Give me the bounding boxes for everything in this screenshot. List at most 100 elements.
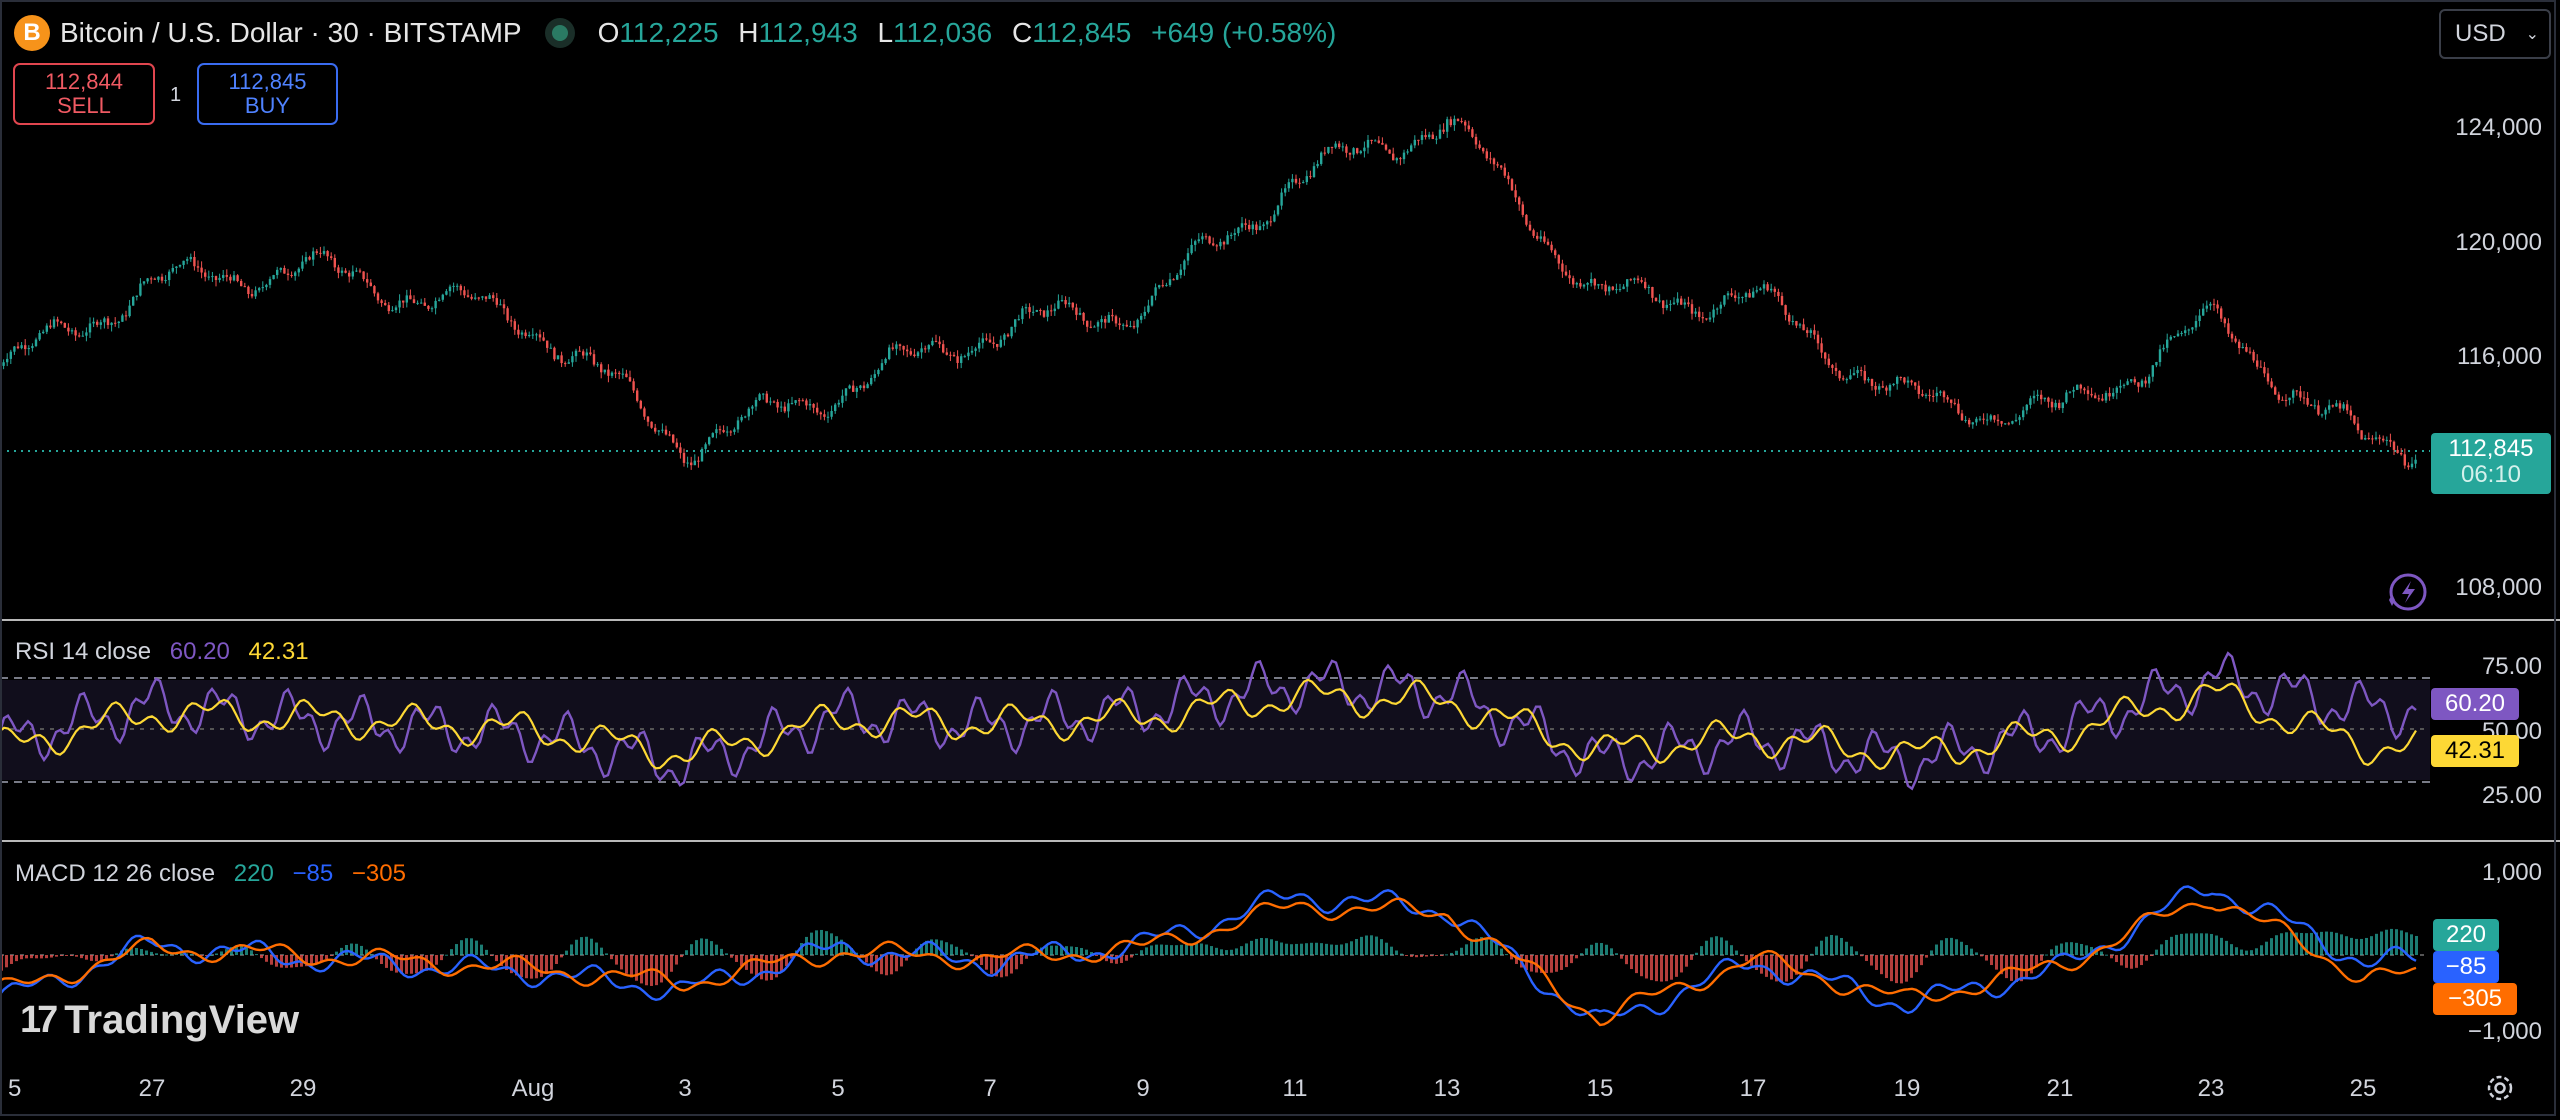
price-tick: 116,000 bbox=[2457, 343, 2542, 370]
buy-button[interactable]: 112,845 BUY bbox=[197, 63, 338, 125]
candle-body bbox=[164, 280, 167, 282]
tradingview-logo[interactable]: 17 TradingView bbox=[20, 998, 299, 1043]
macd-histogram-bar bbox=[2045, 954, 2048, 956]
macd-histogram-bar bbox=[80, 955, 83, 959]
candle-body bbox=[499, 304, 502, 306]
rsi-legend[interactable]: RSI 14 close 60.20 42.31 bbox=[15, 638, 309, 666]
candle-body bbox=[769, 401, 772, 403]
candle-body bbox=[812, 404, 815, 408]
candle-body bbox=[621, 373, 624, 375]
candle-body bbox=[1752, 291, 1755, 298]
candle-body bbox=[1590, 278, 1593, 283]
candle-body bbox=[27, 348, 30, 350]
candle-body bbox=[312, 251, 315, 260]
signal-value: −305 bbox=[351, 860, 406, 887]
candle-body bbox=[700, 448, 704, 462]
macd-histogram-bar bbox=[780, 955, 783, 973]
candle-body bbox=[1604, 284, 1607, 292]
macd-histogram-bar bbox=[880, 955, 883, 975]
candle-body bbox=[805, 400, 808, 406]
candle-body bbox=[1644, 281, 1647, 289]
candle-body bbox=[873, 374, 876, 378]
open-key: O bbox=[597, 17, 620, 48]
macd-legend[interactable]: MACD 12 26 close 220 −85 −305 bbox=[15, 860, 406, 888]
macd-histogram-bar bbox=[245, 947, 248, 955]
order-quantity[interactable]: 1 bbox=[170, 84, 182, 106]
macd-histogram-bar bbox=[1765, 955, 1768, 977]
candle-body bbox=[2166, 339, 2169, 348]
candle-body bbox=[2155, 362, 2158, 366]
currency-select[interactable]: USD ⌄ bbox=[2439, 9, 2551, 59]
pane-separator[interactable] bbox=[0, 619, 2560, 621]
macd-histogram-bar bbox=[1920, 955, 1923, 966]
candle-body bbox=[232, 275, 236, 281]
macd-histogram-bar bbox=[1225, 950, 1228, 955]
sell-button[interactable]: 112,844 SELL bbox=[13, 63, 155, 125]
candle-body bbox=[650, 421, 653, 428]
macd-histogram-bar bbox=[2400, 930, 2403, 955]
candle-body bbox=[751, 406, 754, 409]
candle-body bbox=[1669, 303, 1672, 305]
candle-body bbox=[2374, 437, 2378, 440]
macd-histogram-bar bbox=[1095, 955, 1098, 956]
candle-body bbox=[1698, 311, 1701, 318]
candle-body bbox=[1708, 317, 1712, 320]
candle-body bbox=[2036, 394, 2039, 396]
macd-histogram-bar bbox=[545, 955, 548, 975]
macd-histogram-bar bbox=[2405, 932, 2408, 955]
candle-body bbox=[301, 261, 304, 269]
candle-body bbox=[1309, 176, 1312, 178]
macd-histogram-bar bbox=[890, 955, 893, 975]
macd-histogram-bar bbox=[950, 944, 953, 955]
candle-body bbox=[78, 335, 81, 337]
macd-histogram-bar bbox=[1490, 939, 1493, 955]
rsi-series-line bbox=[0, 651, 2417, 791]
pane-separator[interactable] bbox=[0, 840, 2560, 842]
candle-body bbox=[1896, 377, 1899, 384]
macd-histogram-bar bbox=[1785, 955, 1788, 982]
settings-icon[interactable] bbox=[2482, 1070, 2518, 1106]
macd-histogram-bar bbox=[100, 955, 103, 961]
macd-histogram-bar bbox=[1165, 944, 1168, 955]
macd-histogram-bar bbox=[850, 948, 853, 955]
macd-histogram-bar bbox=[1215, 947, 1218, 955]
candle-body bbox=[1237, 227, 1240, 234]
macd-histogram-bar bbox=[1800, 955, 1803, 969]
candle-body bbox=[2198, 315, 2201, 322]
macd-histogram-bar bbox=[2265, 941, 2268, 955]
macd-histogram-bar bbox=[2270, 938, 2273, 955]
candle-body bbox=[1957, 403, 1960, 414]
macd-histogram-bar bbox=[2380, 931, 2383, 955]
candle-body bbox=[675, 442, 678, 448]
high-value: 112,943 bbox=[758, 17, 858, 48]
candle-body bbox=[160, 276, 164, 281]
macd-histogram-bar bbox=[1005, 955, 1008, 977]
macd-histogram-bar bbox=[290, 955, 293, 968]
candle-body bbox=[337, 267, 340, 273]
macd-histogram-bar bbox=[1885, 955, 1888, 979]
macd-histogram-bar bbox=[1450, 952, 1453, 955]
buy-price: 112,845 bbox=[228, 69, 307, 94]
candle-body bbox=[2216, 304, 2219, 309]
candle-body bbox=[452, 285, 455, 287]
candle-body bbox=[135, 295, 138, 297]
symbol-title[interactable]: Bitcoin / U.S. Dollar · 30 · BITSTAMP bbox=[60, 17, 522, 48]
macd-histogram-bar bbox=[1985, 955, 1988, 961]
candle-body bbox=[1183, 260, 1186, 270]
macd-histogram-bar bbox=[1590, 944, 1593, 955]
candle-body bbox=[1773, 288, 1776, 292]
last-price-tag: 112,845 06:10 bbox=[2431, 433, 2551, 494]
candle-body bbox=[1186, 253, 1190, 261]
candle-body bbox=[2248, 351, 2252, 353]
candle-body bbox=[1870, 378, 1874, 386]
candle-body bbox=[513, 321, 516, 330]
candle-body bbox=[1582, 284, 1586, 287]
candle-body bbox=[2072, 389, 2075, 392]
candle-body bbox=[978, 342, 981, 349]
macd-histogram-bar bbox=[1125, 955, 1128, 961]
candle-body bbox=[1770, 288, 1773, 291]
candle-body bbox=[931, 340, 934, 346]
candle-body bbox=[884, 359, 887, 364]
lightning-icon[interactable] bbox=[2389, 573, 2427, 611]
